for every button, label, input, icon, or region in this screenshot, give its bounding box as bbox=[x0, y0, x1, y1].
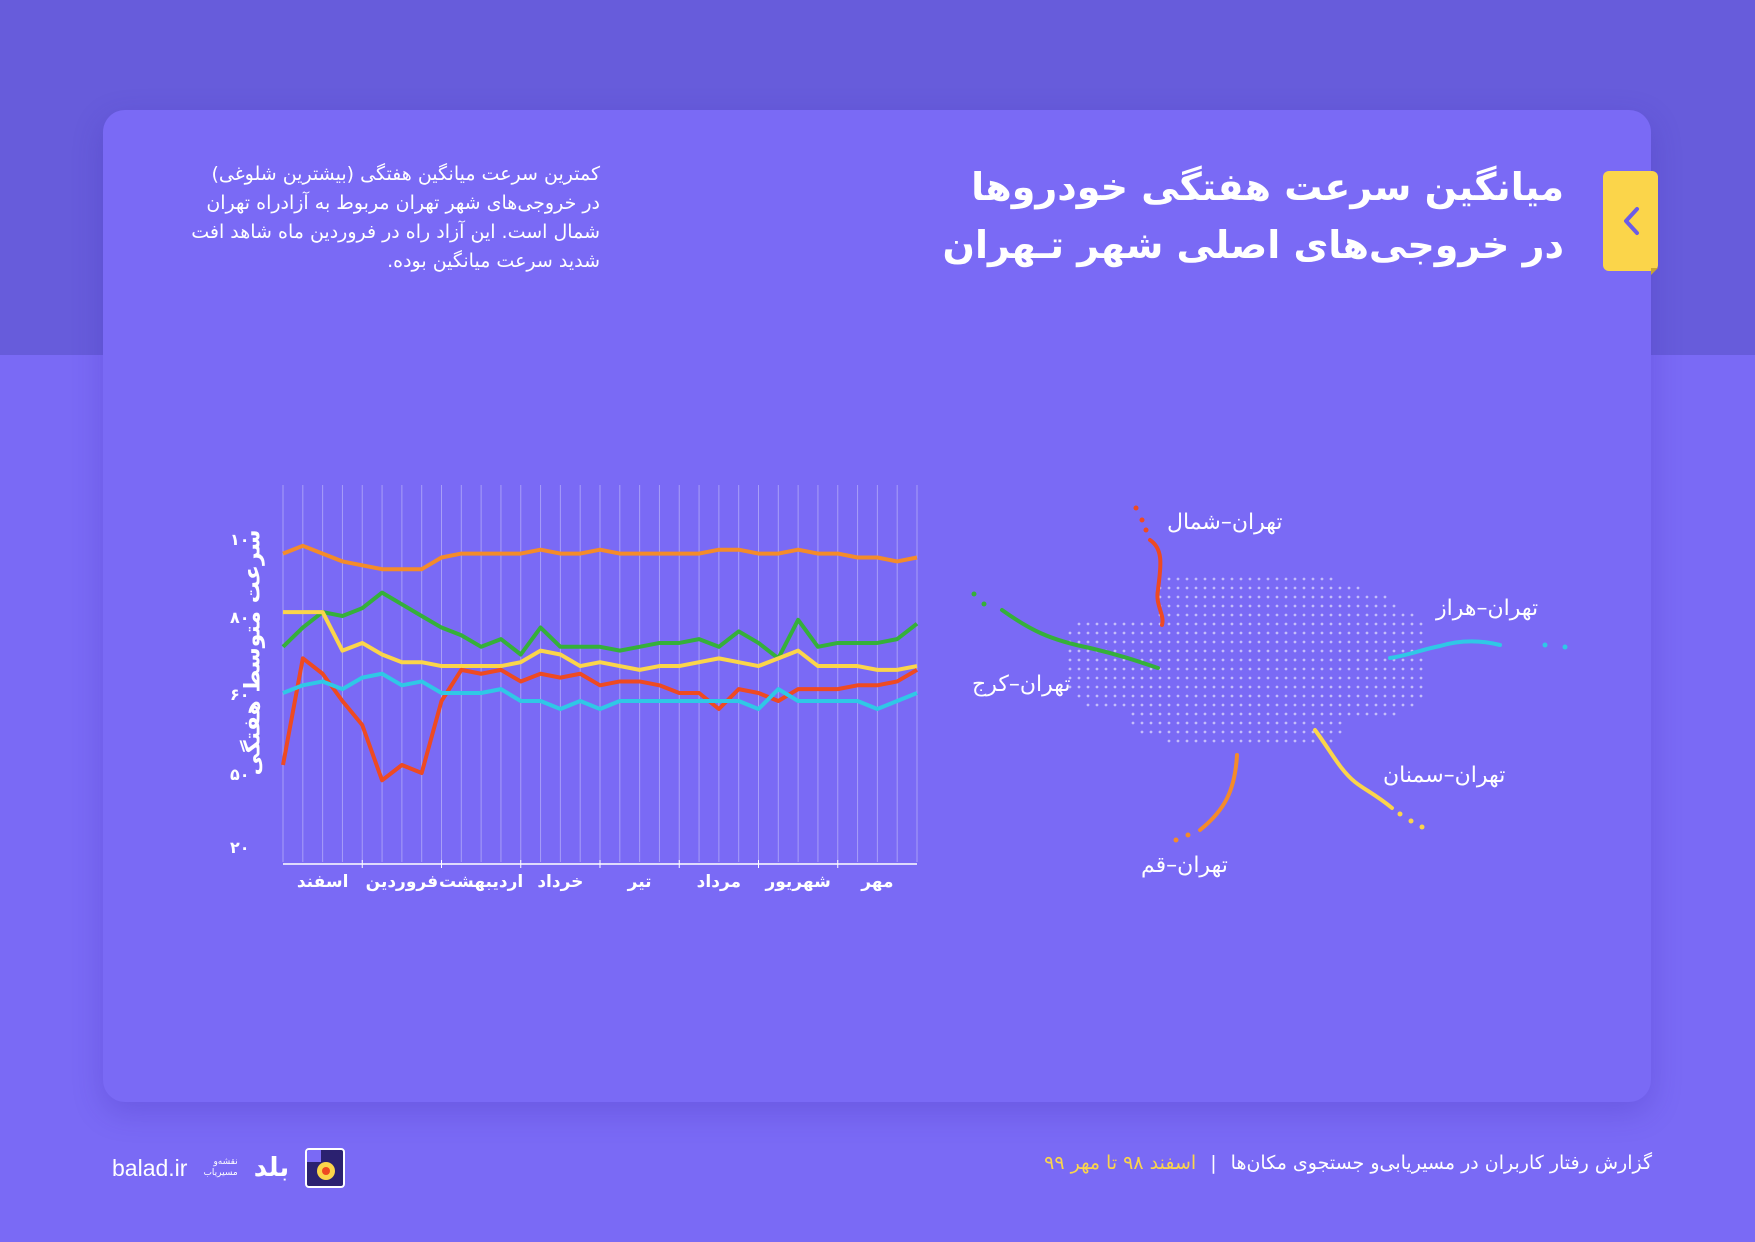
x-tick: شهریور bbox=[765, 872, 831, 892]
tagline-line: نقشه‌و bbox=[213, 1157, 238, 1167]
brand-name: بلد bbox=[253, 1153, 290, 1183]
x-tick: مرداد bbox=[696, 872, 742, 892]
y-tick: ۲۰ bbox=[230, 838, 250, 857]
title-line-2: در خروجی‌های اصلی شهر تـهران bbox=[942, 223, 1564, 267]
back-bookmark-button[interactable] bbox=[1603, 171, 1658, 271]
x-tick: فروردین bbox=[365, 872, 439, 892]
series-line bbox=[282, 671, 918, 711]
line-chart: سرعت متوسط هفتگی ۱۰۰ ۸۰ ۶۰ ۵۰ ۲۰ اسفند فر… bbox=[160, 470, 940, 910]
map-label-karaj: تهران–کرج bbox=[972, 672, 1071, 697]
balad-logo-icon bbox=[305, 1148, 346, 1188]
description-line: شمال است. این آزاد راه در فروردین ماه شا… bbox=[191, 221, 600, 243]
footer-separator: | bbox=[1210, 1152, 1217, 1174]
map-label-qom: تهران–قم bbox=[1141, 853, 1228, 878]
map-label-semnan: تهران–سمنان bbox=[1383, 763, 1506, 788]
title-line-1: میانگین سرعت هفتگی خودروها bbox=[971, 165, 1564, 209]
x-tick: تیر bbox=[627, 872, 652, 892]
map-label-haraz: تهران–هراز bbox=[1436, 596, 1539, 621]
description: کمترین سرعت میانگین هفتگی (بیشترین شلوغی… bbox=[140, 160, 600, 276]
report-title: گزارش رفتار کاربران در مسیریابی‌و جستجوی… bbox=[1230, 1152, 1652, 1174]
series-line bbox=[281, 656, 919, 783]
x-tick: خرداد bbox=[537, 872, 584, 892]
y-tick: ۵۰ bbox=[230, 765, 250, 784]
description-line: شدید سرعت میانگین بوده. bbox=[387, 250, 600, 272]
y-tick: ۸۰ bbox=[230, 608, 250, 627]
footer-brand: balad.ir نقشه‌و مسیریاب بلد bbox=[112, 1148, 346, 1188]
description-line: در خروجی‌های شهر تهران مربوط به آزادراه … bbox=[206, 192, 600, 214]
y-tick: ۱۰۰ bbox=[230, 530, 260, 549]
series-line bbox=[282, 543, 918, 572]
x-tick: مهر bbox=[861, 872, 894, 892]
bookmark-fold bbox=[1651, 268, 1658, 275]
footer-report: گزارش رفتار کاربران در مسیریابی‌و جستجوی… bbox=[1044, 1152, 1652, 1174]
description-line: کمترین سرعت میانگین هفتگی (بیشترین شلوغی… bbox=[211, 163, 600, 185]
x-tick: اردیبهشت bbox=[439, 872, 524, 892]
date-range: اسفند ۹۸ تا مهر ۹۹ bbox=[1044, 1152, 1197, 1174]
map-label-north: تهران–شمال bbox=[1167, 510, 1283, 535]
tehran-map bbox=[971, 505, 1568, 843]
y-tick: ۶۰ bbox=[230, 685, 250, 704]
tagline-line: مسیریاب bbox=[203, 1168, 238, 1178]
plot-area bbox=[281, 485, 919, 868]
site-link[interactable]: balad.ir bbox=[112, 1154, 188, 1181]
x-tick: اسفند bbox=[296, 872, 349, 892]
chevron-left-icon bbox=[1623, 207, 1639, 235]
series-line bbox=[281, 590, 919, 661]
series-line bbox=[283, 610, 918, 672]
page-title: میانگین سرعت هفتگی خودروها در خروجی‌های … bbox=[924, 158, 1564, 274]
brand-tagline: نقشه‌و مسیریاب bbox=[203, 1157, 237, 1179]
